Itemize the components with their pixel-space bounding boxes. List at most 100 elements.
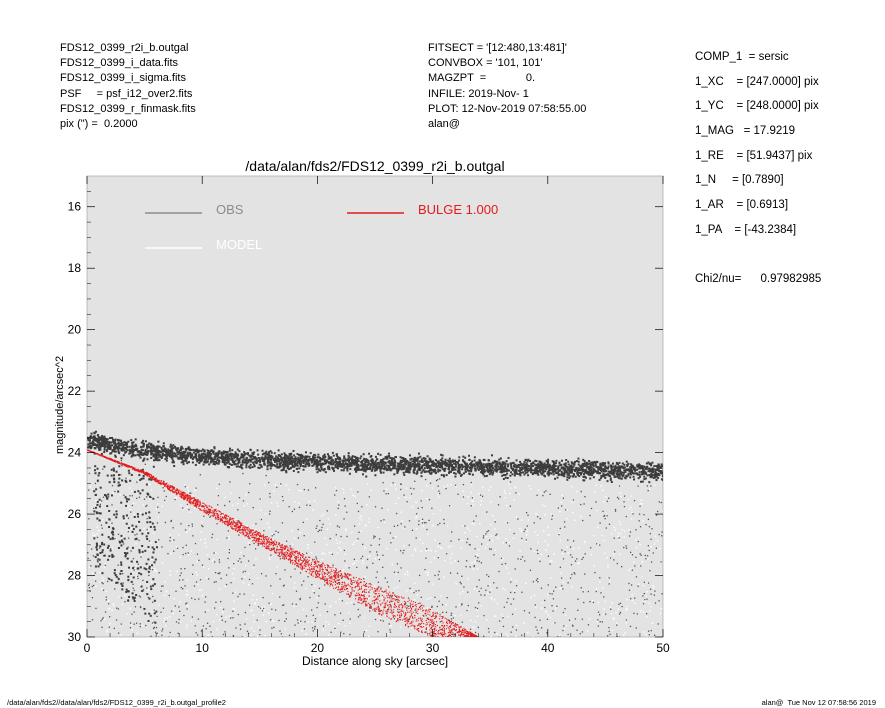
obs-point (150, 443, 153, 446)
obs-point (657, 623, 659, 625)
obs-point (266, 464, 269, 467)
obs-point (346, 459, 349, 462)
obs-point (610, 661, 611, 662)
obs-point (125, 480, 128, 483)
model-point (614, 529, 616, 531)
obs-point (108, 481, 111, 484)
model-point (250, 634, 253, 637)
model-point (447, 628, 449, 630)
obs-point (629, 476, 632, 479)
obs-point (180, 523, 182, 525)
obs-point (88, 518, 90, 520)
obs-point (499, 643, 500, 644)
model-point (356, 560, 358, 562)
model-point (201, 594, 204, 597)
obs-point (590, 474, 593, 477)
obs-point (572, 474, 575, 477)
obs-point (180, 453, 183, 456)
obs-point (245, 464, 248, 467)
obs-point (649, 570, 651, 572)
obs-point (534, 616, 536, 619)
model-point (256, 577, 259, 580)
obs-point (400, 567, 402, 569)
obs-point (185, 603, 187, 605)
model-point (101, 577, 104, 579)
obs-point (127, 575, 130, 578)
obs-point (500, 468, 503, 471)
obs-point (389, 629, 391, 631)
obs-point (107, 496, 110, 498)
model-point (542, 530, 545, 532)
obs-point (222, 648, 223, 649)
obs-point (131, 441, 134, 444)
obs-point (204, 601, 206, 603)
obs-point (105, 521, 108, 524)
obs-point (103, 438, 106, 441)
obs-point (409, 461, 412, 464)
obs-point (134, 606, 137, 608)
obs-point (655, 547, 658, 549)
model-point (155, 570, 157, 572)
model-point (438, 496, 440, 498)
obs-point (550, 664, 551, 665)
obs-point (439, 458, 442, 461)
obs-point (232, 617, 234, 619)
obs-point (220, 600, 222, 603)
obs-point (123, 443, 126, 446)
model-point (401, 520, 403, 522)
obs-point (324, 471, 327, 474)
obs-point (335, 640, 336, 641)
obs-point (495, 468, 498, 471)
obs-point (120, 444, 123, 447)
obs-point (564, 509, 567, 511)
obs-point (112, 467, 115, 470)
obs-point (437, 469, 440, 472)
obs-point (452, 617, 454, 619)
model-point (88, 566, 91, 568)
obs-point (650, 538, 652, 540)
model-point (179, 621, 182, 624)
obs-point (562, 474, 565, 477)
model-point (356, 539, 359, 542)
model-point (267, 612, 270, 614)
model-point (91, 572, 94, 574)
obs-point (317, 460, 320, 463)
model-point (495, 615, 497, 617)
obs-point (390, 542, 392, 544)
obs-point (245, 452, 248, 455)
model-point (244, 564, 247, 567)
obs-point (520, 558, 522, 560)
obs-point (589, 477, 592, 480)
model-point (391, 563, 393, 566)
obs-point (569, 577, 572, 579)
model-point (502, 557, 504, 559)
obs-point (456, 572, 459, 575)
model-point (625, 609, 627, 611)
obs-point (186, 602, 188, 604)
obs-point (515, 492, 517, 494)
model-point (374, 597, 377, 599)
model-point (272, 490, 275, 492)
model-point (639, 543, 641, 546)
obs-point (202, 625, 205, 627)
obs-point (593, 460, 596, 463)
obs-point (360, 461, 363, 464)
obs-point (619, 639, 620, 640)
obs-point (358, 468, 361, 471)
model-point (595, 509, 598, 512)
obs-point (397, 608, 399, 610)
obs-point (90, 548, 93, 550)
obs-point (473, 459, 476, 462)
obs-point (613, 469, 616, 472)
obs-point (622, 473, 625, 476)
obs-point (382, 566, 384, 568)
obs-point (658, 474, 661, 477)
obs-point (464, 456, 467, 459)
obs-point (316, 471, 319, 474)
obs-point (363, 640, 364, 641)
obs-point (120, 534, 123, 537)
obs-point (481, 495, 484, 497)
obs-point (280, 469, 283, 472)
obs-point (120, 539, 123, 542)
obs-point (510, 603, 512, 605)
